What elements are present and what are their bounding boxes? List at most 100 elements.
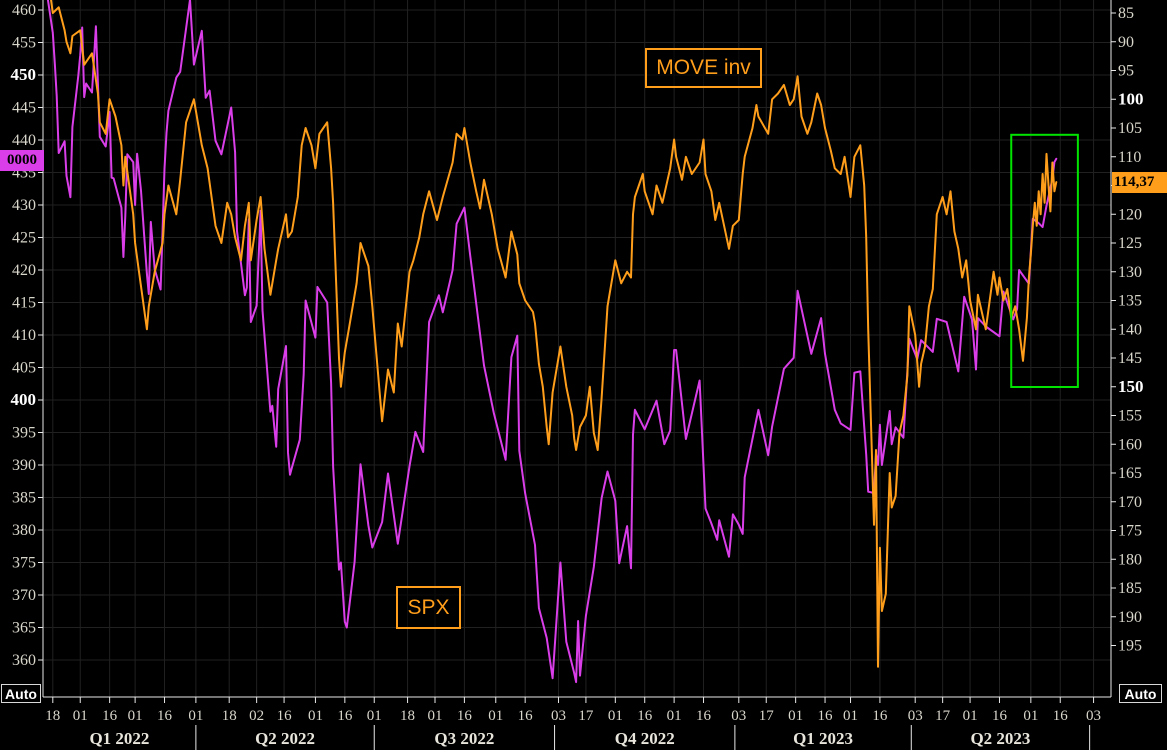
right-axis-tick-label: 150 <box>1118 377 1144 396</box>
right-axis-tick-label: 130 <box>1118 264 1142 281</box>
quarter-label: Q3 2022 <box>434 729 494 748</box>
right-axis-tick-label: 165 <box>1118 465 1142 482</box>
x-axis-date-label: 02 <box>249 708 264 724</box>
quarter-label: Q2 2023 <box>970 729 1030 748</box>
x-axis-date-label: 17 <box>578 708 594 724</box>
auto-button-right[interactable]: Auto <box>1119 684 1162 703</box>
x-axis-date-label: 16 <box>1053 708 1069 724</box>
green-highlight-box[interactable] <box>1010 133 1079 388</box>
left-axis-tick-label: 430 <box>12 197 36 214</box>
x-axis-date-label: 01 <box>843 708 858 724</box>
right-axis-tick-label: 155 <box>1118 408 1142 425</box>
right-axis-tick-label: 190 <box>1118 609 1142 626</box>
spx-series-label[interactable]: SPX <box>396 586 461 629</box>
auto-button-right-text: Auto <box>1124 685 1157 702</box>
spx-last-price-text: 0000 <box>7 152 37 168</box>
right-axis-tick-label: 170 <box>1118 494 1142 511</box>
left-axis-tick-label: 420 <box>12 262 36 279</box>
spx-series-label-text: SPX <box>407 595 450 619</box>
quarter-label: Q1 2023 <box>793 729 853 748</box>
spx-last-price-label: 0000 <box>0 150 44 171</box>
left-axis-tick-label: 405 <box>12 360 36 377</box>
x-axis-date-label: 17 <box>759 708 775 724</box>
x-axis-date-label: 01 <box>608 708 623 724</box>
left-axis-tick-label: 450 <box>11 65 37 84</box>
right-axis-tick-label: 185 <box>1118 580 1142 597</box>
right-axis-tick-label: 145 <box>1118 350 1142 367</box>
move-last-price-text: 114,37 <box>1114 174 1155 190</box>
right-axis-tick-label: 140 <box>1118 321 1142 338</box>
x-axis-date-label: 16 <box>872 708 888 724</box>
left-axis-tick-label: 410 <box>12 327 36 344</box>
x-axis-date-label: 01 <box>428 708 443 724</box>
x-axis-date-label: 03 <box>1086 708 1101 724</box>
x-axis-date-label: 03 <box>551 708 566 724</box>
series-line-move-inv <box>50 0 1058 668</box>
move-inv-series-label[interactable]: MOVE inv <box>645 48 762 88</box>
left-axis-tick-label: 360 <box>12 652 36 669</box>
x-axis-date-label: 16 <box>818 708 834 724</box>
auto-button-left-text: Auto <box>5 685 37 702</box>
x-axis-date-label: 03 <box>731 708 746 724</box>
left-axis-tick-label: 375 <box>12 555 36 572</box>
x-axis-date-label: 16 <box>457 708 473 724</box>
right-axis-tick-label: 125 <box>1118 235 1142 252</box>
right-axis-tick-label: 160 <box>1118 436 1142 453</box>
quarter-label: Q1 2022 <box>89 729 149 748</box>
right-axis-tick-label: 90 <box>1118 34 1134 51</box>
left-axis-tick-label: 455 <box>12 35 36 52</box>
move-inv-series-label-text: MOVE inv <box>656 56 751 79</box>
right-axis-tick-label: 95 <box>1118 63 1134 80</box>
x-axis-date-label: 16 <box>337 708 353 724</box>
left-axis-tick-label: 445 <box>12 100 36 117</box>
x-axis-date-label: 01 <box>73 708 88 724</box>
x-axis-date-label: 01 <box>963 708 978 724</box>
x-axis-date-label: 01 <box>188 708 203 724</box>
left-axis-tick-label: 390 <box>12 457 36 474</box>
left-axis-tick-label: 380 <box>12 522 36 539</box>
x-axis-date-label: 16 <box>518 708 534 724</box>
x-axis-date-label: 18 <box>45 708 60 724</box>
x-axis-date-label: 16 <box>157 708 173 724</box>
x-axis-date-label: 16 <box>277 708 293 724</box>
x-axis-date-label: 18 <box>222 708 237 724</box>
quarter-label: Q4 2022 <box>615 729 675 748</box>
left-axis-tick-label: 370 <box>12 587 36 604</box>
right-axis-tick-label: 180 <box>1118 551 1142 568</box>
right-axis-tick-label: 120 <box>1118 206 1142 223</box>
left-axis-tick-label: 440 <box>12 132 36 149</box>
x-axis-date-label: 01 <box>367 708 382 724</box>
x-axis-date-label: 01 <box>488 708 503 724</box>
x-axis-date-label: 16 <box>696 708 712 724</box>
right-axis-tick-label: 110 <box>1118 149 1141 166</box>
left-axis-tick-label: 460 <box>12 2 36 19</box>
x-axis-date-label: 16 <box>637 708 653 724</box>
x-axis-date-label: 18 <box>400 708 415 724</box>
right-axis-tick-label: 100 <box>1118 89 1144 108</box>
x-axis-date-label: 01 <box>788 708 803 724</box>
x-axis-date-label: 01 <box>128 708 143 724</box>
x-axis-date-label: 16 <box>992 708 1008 724</box>
left-axis-tick-label: 425 <box>12 230 36 247</box>
quarter-label: Q2 2022 <box>255 729 315 748</box>
left-axis-tick-label: 365 <box>12 620 36 637</box>
right-axis-tick-label: 135 <box>1118 293 1142 310</box>
x-axis-date-label: 03 <box>908 708 923 724</box>
right-axis-tick-label: 85 <box>1118 5 1134 22</box>
right-axis-tick-label: 195 <box>1118 638 1142 655</box>
left-axis-tick-label: 385 <box>12 490 36 507</box>
x-axis-date-label: 17 <box>935 708 951 724</box>
left-axis-tick-label: 395 <box>12 425 36 442</box>
move-last-price-label: 114,37 <box>1112 172 1167 193</box>
left-axis-tick-label: 415 <box>12 295 36 312</box>
x-axis-date-label: 01 <box>1023 708 1038 724</box>
right-axis-tick-label: 175 <box>1118 523 1142 540</box>
auto-button-left[interactable]: Auto <box>1 684 41 703</box>
x-axis-date-label: 01 <box>667 708 682 724</box>
x-axis-date-label: 16 <box>102 708 118 724</box>
left-axis-tick-label: 400 <box>11 390 37 409</box>
x-axis-date-label: 01 <box>308 708 323 724</box>
right-axis-tick-label: 105 <box>1118 120 1142 137</box>
